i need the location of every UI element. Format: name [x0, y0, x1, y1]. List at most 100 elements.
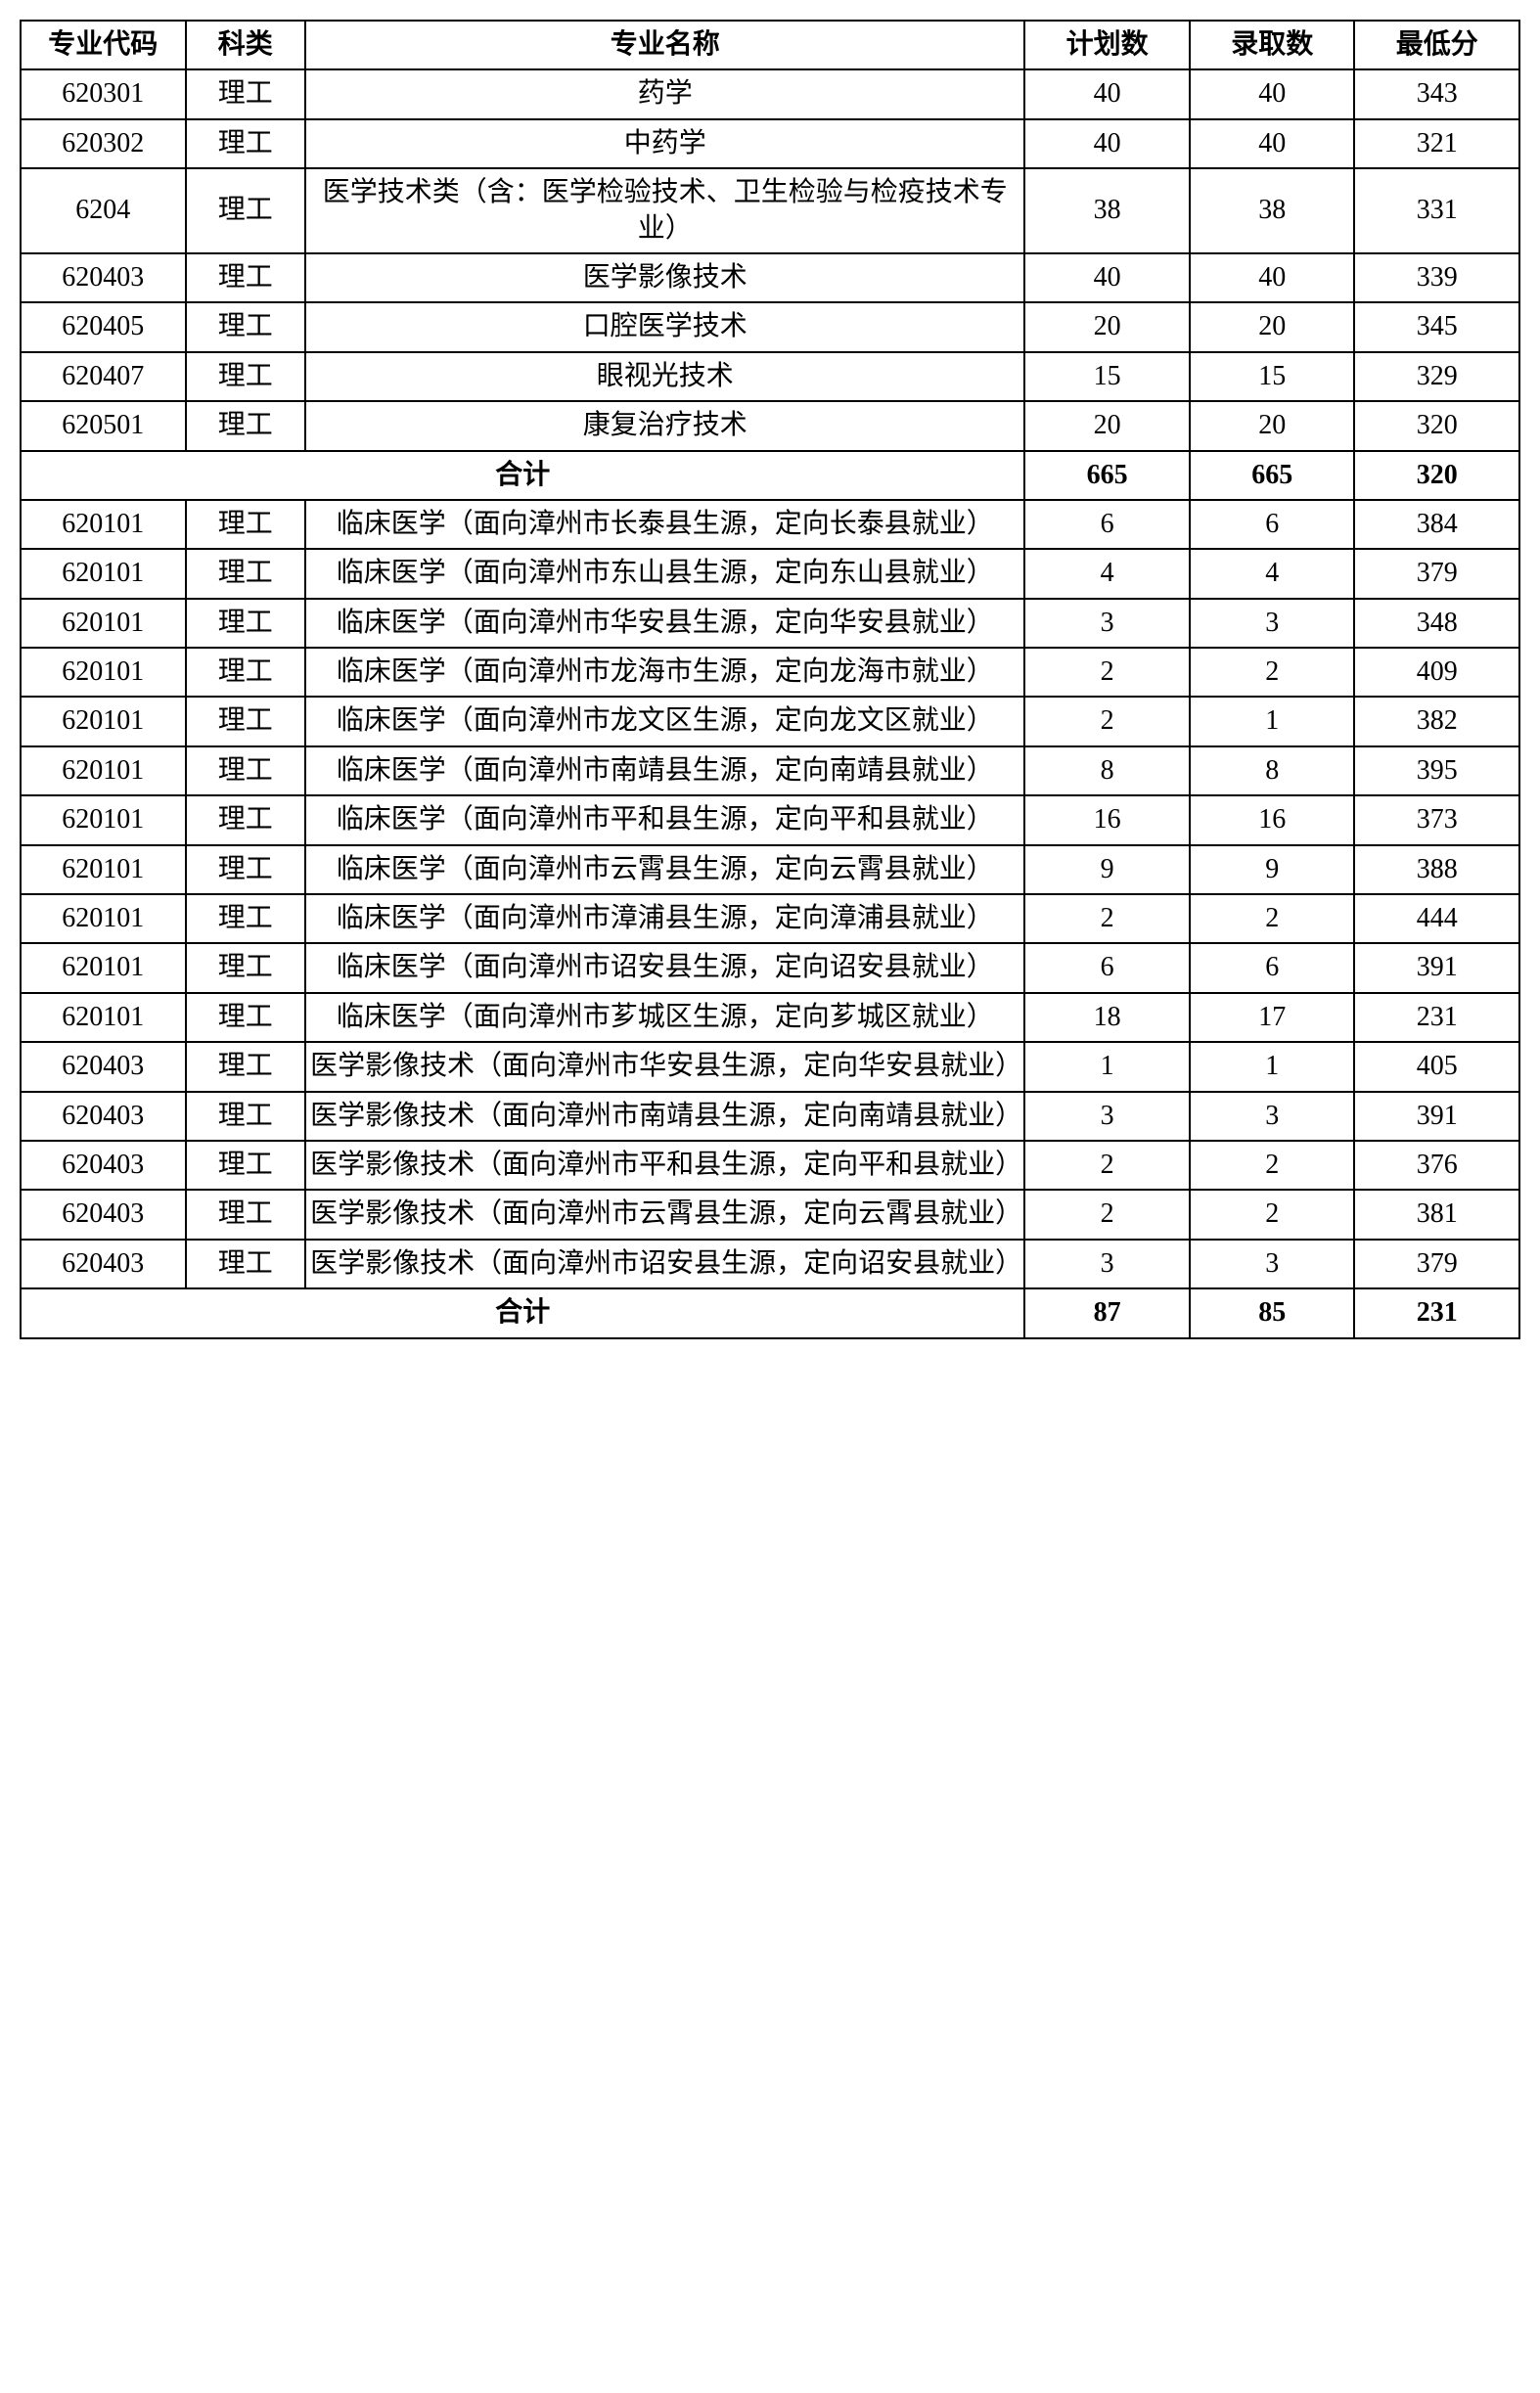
cell-admit: 2: [1190, 1190, 1355, 1239]
cell-plan: 18: [1024, 993, 1190, 1042]
cell-name: 临床医学（面向漳州市诏安县生源，定向诏安县就业）: [305, 943, 1024, 992]
cell-category: 理工: [186, 795, 306, 844]
cell-plan: 40: [1024, 69, 1190, 118]
cell-category: 理工: [186, 352, 306, 401]
cell-plan: 3: [1024, 599, 1190, 648]
header-admit: 录取数: [1190, 21, 1355, 69]
cell-admit: 20: [1190, 302, 1355, 351]
table-row: 620101理工临床医学（面向漳州市云霄县生源，定向云霄县就业）99388: [21, 845, 1519, 894]
cell-name: 临床医学（面向漳州市芗城区生源，定向芗城区就业）: [305, 993, 1024, 1042]
table-row: 620403理工医学影像技术（面向漳州市诏安县生源，定向诏安县就业）33379: [21, 1240, 1519, 1288]
cell-code: 620101: [21, 648, 186, 697]
table-row: 620302理工中药学4040321: [21, 119, 1519, 168]
total-plan: 665: [1024, 451, 1190, 500]
cell-name: 医学影像技术（面向漳州市南靖县生源，定向南靖县就业）: [305, 1092, 1024, 1141]
total-admit: 665: [1190, 451, 1355, 500]
cell-admit: 38: [1190, 168, 1355, 253]
cell-plan: 15: [1024, 352, 1190, 401]
cell-plan: 6: [1024, 500, 1190, 549]
cell-code: 620101: [21, 599, 186, 648]
cell-code: 620101: [21, 549, 186, 598]
table-body-section-1: 620301理工药学4040343620302理工中药学40403216204理…: [21, 69, 1519, 450]
cell-score: 348: [1354, 599, 1519, 648]
cell-score: 373: [1354, 795, 1519, 844]
cell-admit: 2: [1190, 648, 1355, 697]
cell-code: 620101: [21, 894, 186, 943]
cell-plan: 20: [1024, 302, 1190, 351]
table-row: 620101理工临床医学（面向漳州市芗城区生源，定向芗城区就业）1817231: [21, 993, 1519, 1042]
cell-plan: 2: [1024, 697, 1190, 745]
header-code: 专业代码: [21, 21, 186, 69]
table-total-row: 合计 665 665 320: [21, 451, 1519, 500]
cell-code: 620403: [21, 1141, 186, 1190]
cell-plan: 3: [1024, 1092, 1190, 1141]
cell-admit: 8: [1190, 746, 1355, 795]
cell-admit: 1: [1190, 1042, 1355, 1091]
cell-score: 379: [1354, 549, 1519, 598]
table-body-section-2: 620101理工临床医学（面向漳州市长泰县生源，定向长泰县就业）66384620…: [21, 500, 1519, 1288]
cell-admit: 16: [1190, 795, 1355, 844]
cell-category: 理工: [186, 697, 306, 745]
table-row: 620403理工医学影像技术（面向漳州市华安县生源，定向华安县就业）11405: [21, 1042, 1519, 1091]
header-row: 专业代码 科类 专业名称 计划数 录取数 最低分: [21, 21, 1519, 69]
cell-code: 620101: [21, 993, 186, 1042]
cell-name: 口腔医学技术: [305, 302, 1024, 351]
cell-code: 620405: [21, 302, 186, 351]
cell-category: 理工: [186, 1190, 306, 1239]
cell-category: 理工: [186, 894, 306, 943]
cell-score: 391: [1354, 943, 1519, 992]
table-total-row: 合计 87 85 231: [21, 1288, 1519, 1337]
cell-admit: 4: [1190, 549, 1355, 598]
cell-category: 理工: [186, 599, 306, 648]
table-row: 620407理工眼视光技术1515329: [21, 352, 1519, 401]
header-plan: 计划数: [1024, 21, 1190, 69]
table-row: 620403理工医学影像技术（面向漳州市平和县生源，定向平和县就业）22376: [21, 1141, 1519, 1190]
header-name: 专业名称: [305, 21, 1024, 69]
cell-score: 231: [1354, 993, 1519, 1042]
cell-plan: 40: [1024, 119, 1190, 168]
header-score: 最低分: [1354, 21, 1519, 69]
cell-score: 376: [1354, 1141, 1519, 1190]
cell-name: 临床医学（面向漳州市龙文区生源，定向龙文区就业）: [305, 697, 1024, 745]
cell-score: 388: [1354, 845, 1519, 894]
cell-code: 620403: [21, 253, 186, 302]
table-row: 620501理工康复治疗技术2020320: [21, 401, 1519, 450]
cell-name: 医学影像技术（面向漳州市平和县生源，定向平和县就业）: [305, 1141, 1024, 1190]
cell-score: 331: [1354, 168, 1519, 253]
cell-admit: 40: [1190, 119, 1355, 168]
cell-admit: 6: [1190, 943, 1355, 992]
cell-category: 理工: [186, 943, 306, 992]
table-row: 620405理工口腔医学技术2020345: [21, 302, 1519, 351]
cell-code: 620101: [21, 845, 186, 894]
cell-category: 理工: [186, 69, 306, 118]
cell-code: 620301: [21, 69, 186, 118]
cell-category: 理工: [186, 1141, 306, 1190]
cell-plan: 3: [1024, 1240, 1190, 1288]
total-admit: 85: [1190, 1288, 1355, 1337]
cell-admit: 1: [1190, 697, 1355, 745]
cell-name: 临床医学（面向漳州市南靖县生源，定向南靖县就业）: [305, 746, 1024, 795]
cell-name: 临床医学（面向漳州市漳浦县生源，定向漳浦县就业）: [305, 894, 1024, 943]
table-row: 620101理工临床医学（面向漳州市华安县生源，定向华安县就业）33348: [21, 599, 1519, 648]
cell-score: 444: [1354, 894, 1519, 943]
total-plan: 87: [1024, 1288, 1190, 1337]
total-score: 320: [1354, 451, 1519, 500]
cell-category: 理工: [186, 253, 306, 302]
cell-admit: 6: [1190, 500, 1355, 549]
table-row: 6204理工医学技术类（含：医学检验技术、卫生检验与检疫技术专业）3838331: [21, 168, 1519, 253]
cell-plan: 1: [1024, 1042, 1190, 1091]
cell-category: 理工: [186, 401, 306, 450]
cell-name: 医学影像技术（面向漳州市云霄县生源，定向云霄县就业）: [305, 1190, 1024, 1239]
cell-name: 临床医学（面向漳州市云霄县生源，定向云霄县就业）: [305, 845, 1024, 894]
cell-score: 405: [1354, 1042, 1519, 1091]
cell-score: 329: [1354, 352, 1519, 401]
total-row-2: 合计 87 85 231: [21, 1288, 1519, 1337]
cell-score: 409: [1354, 648, 1519, 697]
cell-admit: 40: [1190, 69, 1355, 118]
cell-code: 620403: [21, 1042, 186, 1091]
cell-category: 理工: [186, 1092, 306, 1141]
cell-plan: 6: [1024, 943, 1190, 992]
cell-score: 384: [1354, 500, 1519, 549]
cell-name: 药学: [305, 69, 1024, 118]
table-row: 620101理工临床医学（面向漳州市诏安县生源，定向诏安县就业）66391: [21, 943, 1519, 992]
